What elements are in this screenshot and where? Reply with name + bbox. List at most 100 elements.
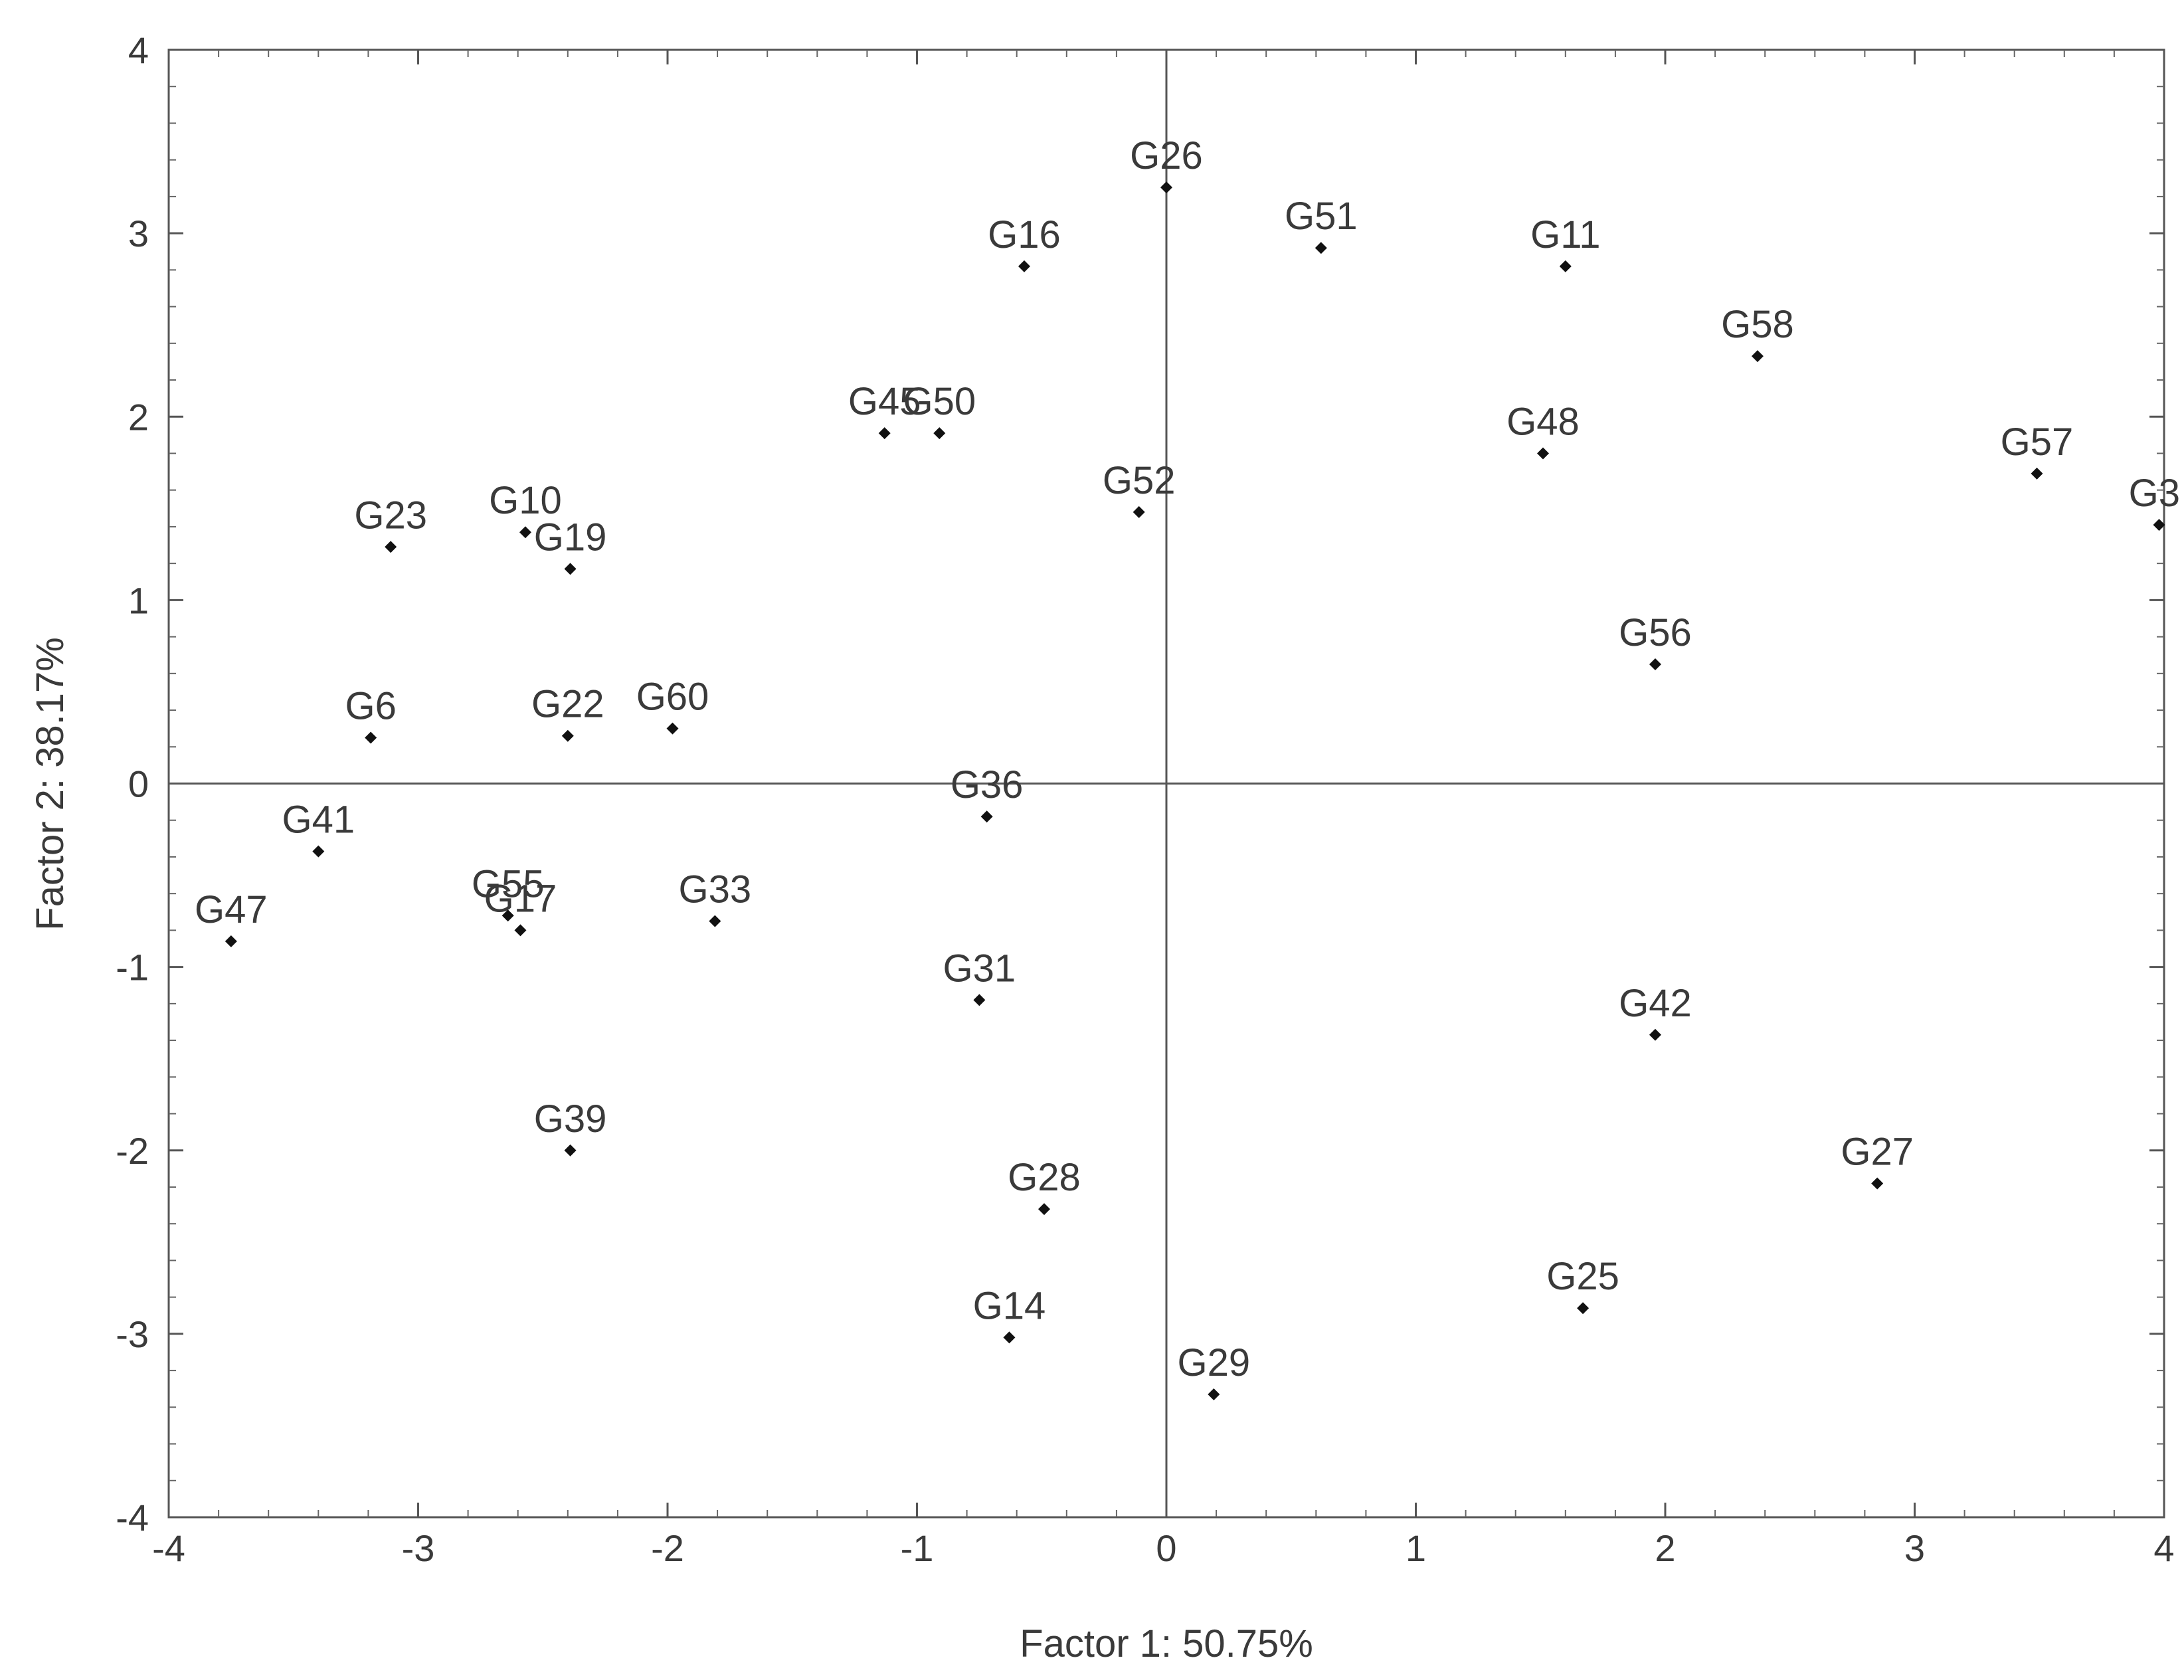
point-marker bbox=[1160, 181, 1172, 194]
point-label: G36 bbox=[951, 763, 1024, 806]
point-label: G52 bbox=[1103, 459, 1176, 502]
y-tick-label: -4 bbox=[116, 1497, 149, 1539]
point-marker bbox=[1018, 260, 1030, 272]
point-marker bbox=[1315, 242, 1327, 254]
point-marker bbox=[564, 1144, 577, 1157]
x-tick-labels: -4 -3 -2 -1 0 1 2 3 4 bbox=[152, 1527, 2174, 1569]
point-label: G14 bbox=[973, 1284, 1046, 1327]
point-marker bbox=[1133, 506, 1145, 518]
data-point: G16 bbox=[988, 213, 1061, 272]
point-marker bbox=[1649, 658, 1661, 671]
data-point: G3 bbox=[2129, 472, 2180, 531]
point-marker bbox=[365, 731, 377, 744]
reference-lines bbox=[169, 50, 2164, 1517]
point-label: G27 bbox=[1841, 1130, 1914, 1173]
data-point: G29 bbox=[1178, 1341, 1251, 1400]
point-marker bbox=[1537, 447, 1550, 460]
point-label: G42 bbox=[1619, 982, 1692, 1025]
data-point: G42 bbox=[1619, 982, 1692, 1041]
y-tick-label: 2 bbox=[128, 396, 149, 438]
point-label: G45 bbox=[848, 380, 921, 423]
point-marker bbox=[878, 427, 891, 440]
y-tick-label: 1 bbox=[128, 579, 149, 621]
point-marker bbox=[973, 994, 986, 1006]
point-marker bbox=[709, 915, 721, 927]
point-label: G60 bbox=[636, 676, 709, 719]
x-tick-label: -3 bbox=[402, 1527, 435, 1569]
point-label: G41 bbox=[282, 798, 355, 842]
point-marker bbox=[385, 541, 397, 553]
data-point: G28 bbox=[1008, 1156, 1081, 1216]
x-tick-label: 0 bbox=[1156, 1527, 1176, 1569]
data-point: G48 bbox=[1506, 400, 1580, 460]
data-point: G11 bbox=[1530, 213, 1600, 272]
point-marker bbox=[666, 722, 679, 735]
data-point: G25 bbox=[1546, 1255, 1619, 1315]
point-label: G47 bbox=[195, 888, 268, 931]
data-point: G45 bbox=[848, 380, 921, 440]
point-marker bbox=[1577, 1302, 1590, 1315]
x-tick-label: -4 bbox=[152, 1527, 185, 1569]
point-label: G50 bbox=[903, 380, 976, 423]
point-marker bbox=[1003, 1331, 1016, 1344]
x-axis-title: Factor 1: 50.75% bbox=[1020, 1622, 1313, 1665]
data-point: G14 bbox=[973, 1284, 1046, 1344]
point-marker bbox=[2031, 467, 2043, 480]
data-point: G19 bbox=[534, 515, 606, 575]
point-label: G10 bbox=[489, 479, 562, 522]
x-tick-label: 2 bbox=[1655, 1527, 1675, 1569]
x-tick-label: 1 bbox=[1406, 1527, 1426, 1569]
data-point: G41 bbox=[282, 798, 355, 858]
point-label: G22 bbox=[531, 683, 604, 726]
data-point: G27 bbox=[1841, 1130, 1914, 1190]
point-marker bbox=[312, 845, 325, 858]
point-marker bbox=[519, 526, 531, 539]
data-point: G57 bbox=[2001, 420, 2074, 480]
point-label: G16 bbox=[988, 213, 1061, 256]
y-axis-title: Factor 2: 38.17% bbox=[29, 637, 72, 931]
x-tick-label: 4 bbox=[2153, 1527, 2174, 1569]
point-label: G57 bbox=[2001, 420, 2074, 464]
point-marker bbox=[1208, 1388, 1220, 1400]
point-marker bbox=[933, 427, 946, 440]
point-label: G39 bbox=[534, 1097, 607, 1141]
point-label: G25 bbox=[1546, 1255, 1619, 1298]
point-marker bbox=[561, 729, 574, 742]
data-point: G52 bbox=[1103, 459, 1176, 518]
point-label: G6 bbox=[345, 684, 396, 727]
point-marker bbox=[1751, 350, 1764, 363]
point-marker bbox=[1649, 1028, 1661, 1041]
point-label: G58 bbox=[1721, 303, 1794, 346]
point-label: G28 bbox=[1008, 1156, 1081, 1199]
data-point: G60 bbox=[636, 676, 709, 735]
point-label: G51 bbox=[1285, 195, 1358, 238]
data-point: G56 bbox=[1619, 611, 1692, 671]
data-point: G26 bbox=[1130, 134, 1203, 194]
y-tick-label: -3 bbox=[116, 1313, 149, 1355]
point-marker bbox=[1871, 1177, 1884, 1190]
point-marker bbox=[225, 935, 237, 947]
point-label: G29 bbox=[1178, 1341, 1251, 1384]
data-point: G33 bbox=[679, 868, 752, 927]
point-label: G33 bbox=[679, 868, 752, 911]
y-tick-label: 0 bbox=[128, 763, 149, 805]
point-marker bbox=[501, 909, 514, 922]
data-point: G50 bbox=[903, 380, 976, 440]
data-point: G58 bbox=[1721, 303, 1794, 363]
x-tick-label: 3 bbox=[1904, 1527, 1925, 1569]
point-label: G55 bbox=[472, 862, 545, 905]
data-point: G36 bbox=[951, 763, 1024, 823]
data-point: G31 bbox=[943, 947, 1016, 1006]
data-point: G6 bbox=[345, 684, 397, 744]
y-tick-labels: -4 -3 -2 -1 0 1 2 3 4 bbox=[116, 29, 149, 1539]
data-point: G17 bbox=[484, 877, 557, 937]
point-marker bbox=[514, 924, 527, 937]
point-label: G17 bbox=[484, 877, 557, 920]
point-label: G56 bbox=[1619, 611, 1692, 654]
y-tick-label: 3 bbox=[128, 213, 149, 254]
point-marker bbox=[2153, 519, 2165, 531]
data-point: G51 bbox=[1285, 195, 1358, 254]
point-label: G26 bbox=[1130, 134, 1203, 177]
